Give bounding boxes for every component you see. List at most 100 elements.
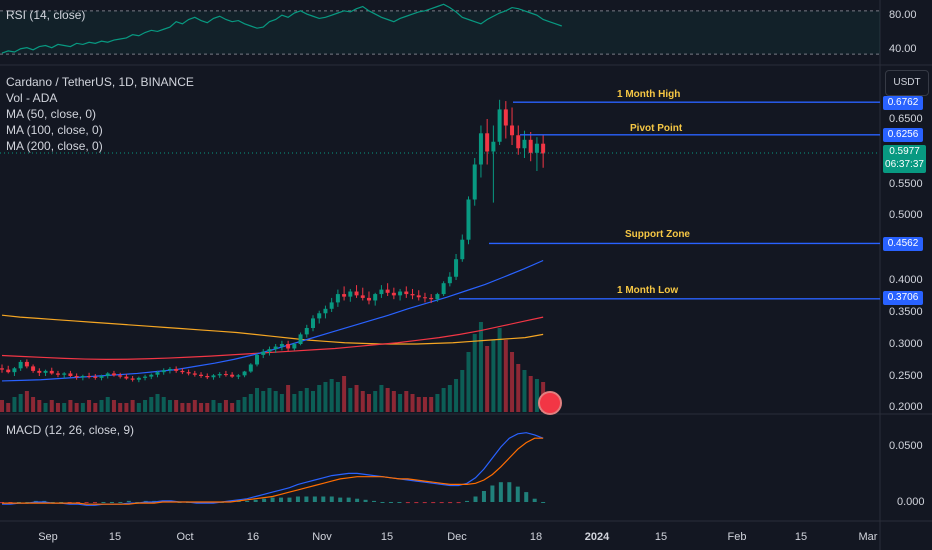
price-tick: 0.2000	[889, 401, 923, 413]
volume-bar	[460, 370, 465, 412]
signal-line	[2, 437, 544, 505]
candle-body	[279, 344, 284, 347]
macd-hist-bar	[465, 500, 470, 502]
date-tick: Sep	[38, 531, 58, 543]
volume-bar	[391, 391, 396, 412]
candle-body	[161, 370, 166, 373]
volume-bar	[354, 385, 359, 412]
volume-bar	[472, 334, 477, 412]
candle-body	[273, 346, 278, 350]
current-price-tag: 0.5977 06:37:37	[883, 145, 926, 173]
volume-bar	[136, 403, 141, 412]
volume-bar	[447, 385, 452, 412]
volume-bar	[292, 394, 297, 412]
candle-body	[130, 378, 135, 380]
rsi-tick-80: 80.00	[889, 9, 917, 21]
candle-body	[80, 376, 85, 378]
candle-body	[167, 368, 172, 371]
candle-body	[99, 376, 104, 378]
candle-body	[248, 364, 253, 372]
volume-bar	[186, 403, 191, 412]
volume-bar	[454, 379, 459, 412]
currency-button[interactable]: USDT	[885, 70, 929, 96]
us-flag-icon[interactable]	[538, 391, 562, 415]
volume-bar	[199, 403, 204, 412]
volume-bar	[68, 400, 73, 412]
volume-bar	[385, 388, 390, 412]
volume-bar	[497, 328, 502, 412]
volume-bar	[74, 403, 79, 412]
candle-body	[478, 133, 483, 165]
volume-bar	[55, 403, 60, 412]
volume-bar	[342, 376, 347, 412]
candle-body	[43, 370, 48, 373]
volume-bar	[105, 397, 110, 412]
macd-hist-bar	[312, 496, 317, 502]
volume-bar	[217, 403, 222, 412]
volume-bar	[31, 397, 36, 412]
candle-body	[497, 109, 502, 142]
vol-title: Vol - ADA	[6, 91, 58, 105]
candle-body	[111, 373, 116, 376]
candle-body	[180, 370, 185, 373]
candle-body	[541, 143, 546, 154]
volume-bar	[404, 391, 409, 412]
macd-hist-bar	[287, 497, 292, 502]
date-tick: Dec	[447, 531, 467, 543]
volume-bar	[348, 388, 353, 412]
volume-bar	[311, 391, 315, 412]
volume-bar	[510, 352, 515, 412]
ma200-title: MA (200, close, 0)	[6, 139, 103, 153]
date-tick: 15	[794, 531, 808, 543]
candle-body	[118, 375, 123, 377]
volume-bar	[261, 391, 266, 412]
volume-bar	[366, 394, 371, 412]
macd-hist-bar	[490, 485, 495, 502]
level-label-pivot: Pivot Point	[630, 123, 683, 134]
candle-body	[174, 368, 179, 371]
candle-body	[335, 294, 340, 303]
macd-panel	[0, 432, 546, 506]
macd-hist-bar	[126, 500, 131, 502]
candle-body	[391, 292, 396, 296]
volume-bar	[143, 400, 148, 412]
volume-bar	[155, 394, 160, 412]
volume-bar	[124, 403, 129, 412]
candle-body	[379, 289, 384, 295]
volume-bar	[223, 400, 228, 412]
candle-body	[12, 368, 17, 373]
volume-bar	[534, 379, 539, 412]
ma100-title: MA (100, close, 0)	[6, 123, 103, 137]
level-tag-pivot: 0.6256	[883, 128, 923, 142]
candle-body	[366, 297, 371, 301]
candle-body	[155, 372, 160, 375]
macd-hist-bar	[498, 482, 503, 502]
candle-body	[18, 361, 23, 369]
price-panel	[0, 99, 880, 412]
price-tick: 0.3500	[889, 306, 923, 318]
date-tick: 15	[108, 531, 122, 543]
candle-body	[105, 373, 110, 376]
rsi-title: RSI (14, close)	[6, 8, 86, 22]
candle-body	[87, 376, 92, 377]
volume-bar	[18, 394, 23, 412]
volume-bar	[360, 391, 365, 412]
candle-body	[460, 239, 465, 260]
candle-body	[534, 143, 539, 153]
macd-hist-bar	[321, 496, 326, 502]
candle-body	[528, 139, 533, 153]
date-tick: Oct	[176, 531, 194, 543]
volume-bar	[429, 397, 434, 412]
level-label-low: 1 Month Low	[617, 285, 679, 296]
volume-bar	[273, 391, 278, 412]
candle-body	[242, 371, 247, 376]
candle-body	[31, 366, 36, 371]
candle-body	[93, 376, 98, 378]
candle-body	[55, 373, 60, 375]
macd-hist-bar	[279, 497, 284, 502]
date-tick: Nov	[312, 531, 332, 543]
macd-hist-bar	[456, 502, 461, 504]
volume-bar	[279, 394, 284, 412]
macd-hist-bar	[245, 500, 250, 502]
